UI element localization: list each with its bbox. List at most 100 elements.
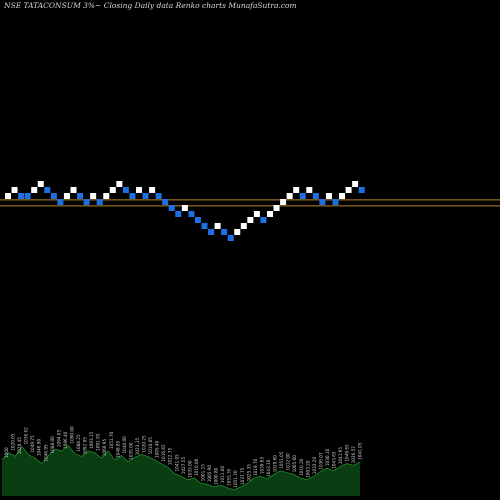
price-label: 1055.35 bbox=[227, 468, 232, 486]
price-label: 1001.15 bbox=[201, 464, 206, 482]
renko-brick bbox=[280, 199, 287, 205]
renko-brick bbox=[44, 187, 51, 193]
renko-brick bbox=[77, 193, 84, 199]
chart-title: NSE TATACONSUM 3%~ Closing Daily data Re… bbox=[4, 1, 297, 10]
renko-brick bbox=[267, 211, 273, 217]
renko-brick bbox=[234, 229, 241, 235]
price-label: 1049.75 bbox=[30, 435, 35, 453]
price-label: 1088.00 bbox=[50, 436, 55, 454]
renko-brick bbox=[208, 229, 215, 235]
renko-brick bbox=[109, 187, 116, 193]
volume-area bbox=[2, 445, 360, 496]
price-label: 1041.05 bbox=[358, 442, 363, 460]
renko-brick bbox=[358, 187, 365, 193]
price-label: 1010.20 bbox=[299, 458, 304, 476]
renko-brick bbox=[63, 193, 70, 199]
price-label: 1096.40 bbox=[63, 431, 68, 449]
renko-bricks bbox=[5, 181, 365, 241]
price-label: 1010.05 bbox=[148, 437, 153, 455]
price-label: 1043.10 bbox=[266, 459, 271, 477]
renko-brick bbox=[31, 187, 38, 193]
price-label: 1092.95 bbox=[83, 437, 88, 455]
price-label: 1051.05 bbox=[279, 451, 284, 469]
price-label: 1020.05 bbox=[11, 433, 16, 451]
price-label: 1012.00 bbox=[286, 453, 291, 471]
renko-brick bbox=[188, 211, 195, 217]
renko-brick bbox=[24, 193, 31, 199]
renko-brick bbox=[181, 205, 188, 211]
price-label: 1000.80 bbox=[214, 467, 219, 485]
price-label: 1005.00 bbox=[292, 455, 297, 473]
renko-brick bbox=[273, 205, 280, 211]
price-label: 1036.57 bbox=[351, 446, 356, 464]
price-label: 1003.20 bbox=[305, 460, 310, 478]
renko-brick bbox=[37, 181, 44, 187]
price-label: 1049.65 bbox=[345, 444, 350, 462]
price-label: 1037.75 bbox=[240, 467, 245, 485]
renko-brick bbox=[352, 181, 359, 187]
price-label: 1005.40 bbox=[155, 440, 160, 458]
price-label: 1020.45 bbox=[17, 437, 22, 455]
renko-brick bbox=[83, 199, 90, 205]
renko-brick bbox=[332, 199, 339, 205]
price-label: 1093.15 bbox=[89, 431, 94, 449]
price-label: 1035.00 bbox=[187, 460, 192, 478]
price-label: 1069.95 bbox=[102, 439, 107, 457]
renko-brick bbox=[201, 223, 208, 229]
price-label: 1035.00 bbox=[128, 442, 133, 460]
price-label: 1025.35 bbox=[246, 464, 251, 482]
renko-brick bbox=[136, 187, 142, 193]
renko-brick bbox=[96, 199, 103, 205]
price-label: 1029.60 bbox=[273, 455, 278, 473]
price-label: 1039.65 bbox=[259, 457, 264, 475]
price-label: 1036.07 bbox=[318, 452, 323, 470]
renko-brick bbox=[122, 187, 129, 193]
price-label: 1030.10 bbox=[325, 448, 330, 466]
price-label: 1016.65 bbox=[161, 444, 166, 462]
price-label: 1088.25 bbox=[76, 434, 81, 452]
renko-brick bbox=[103, 193, 110, 199]
price-label: 1011.00 bbox=[220, 466, 225, 484]
price-label: 1005.90 bbox=[207, 465, 212, 483]
price-label: 1051.70 bbox=[109, 431, 114, 449]
price-label: 1046.95 bbox=[43, 444, 48, 462]
renko-brick bbox=[325, 193, 332, 199]
price-label: 1033.20 bbox=[312, 457, 317, 475]
renko-brick bbox=[339, 193, 346, 199]
renko-brick bbox=[57, 199, 64, 205]
price-label: 1020.25 bbox=[142, 435, 147, 453]
price-label: 1043.65 bbox=[332, 451, 337, 469]
price-label: 1036.62 bbox=[24, 427, 29, 445]
renko-brick bbox=[168, 205, 175, 211]
renko-brick bbox=[293, 187, 300, 193]
price-label: 1094.05 bbox=[56, 430, 61, 448]
renko-brick bbox=[162, 199, 169, 205]
price-label: 1091.95 bbox=[96, 433, 101, 451]
renko-brick bbox=[247, 217, 254, 223]
renko-brick bbox=[306, 187, 313, 193]
price-label: 1041.05 bbox=[174, 454, 179, 472]
renko-brick bbox=[90, 193, 97, 199]
renko-brick bbox=[299, 193, 306, 199]
price-label: 1010.00 bbox=[194, 458, 199, 476]
volume-panel bbox=[1, 445, 361, 496]
reference-lines bbox=[0, 199, 500, 207]
renko-brick bbox=[319, 199, 326, 205]
price-label: 1012.75 bbox=[168, 448, 173, 466]
renko-brick bbox=[345, 187, 352, 193]
renko-brick bbox=[214, 223, 221, 229]
price-label: 1027.55 bbox=[181, 457, 186, 475]
renko-brick bbox=[175, 211, 182, 217]
renko-brick bbox=[253, 211, 260, 217]
renko-brick bbox=[18, 193, 25, 199]
price-label: 1051.70 bbox=[233, 470, 238, 488]
price-label: 1023.15 bbox=[135, 438, 140, 456]
volume-line bbox=[1, 445, 361, 491]
renko-brick bbox=[155, 193, 162, 199]
price-label: 1000 bbox=[4, 447, 9, 458]
renko-brick bbox=[50, 193, 57, 199]
renko-brick bbox=[5, 193, 11, 199]
renko-brick bbox=[312, 193, 319, 199]
